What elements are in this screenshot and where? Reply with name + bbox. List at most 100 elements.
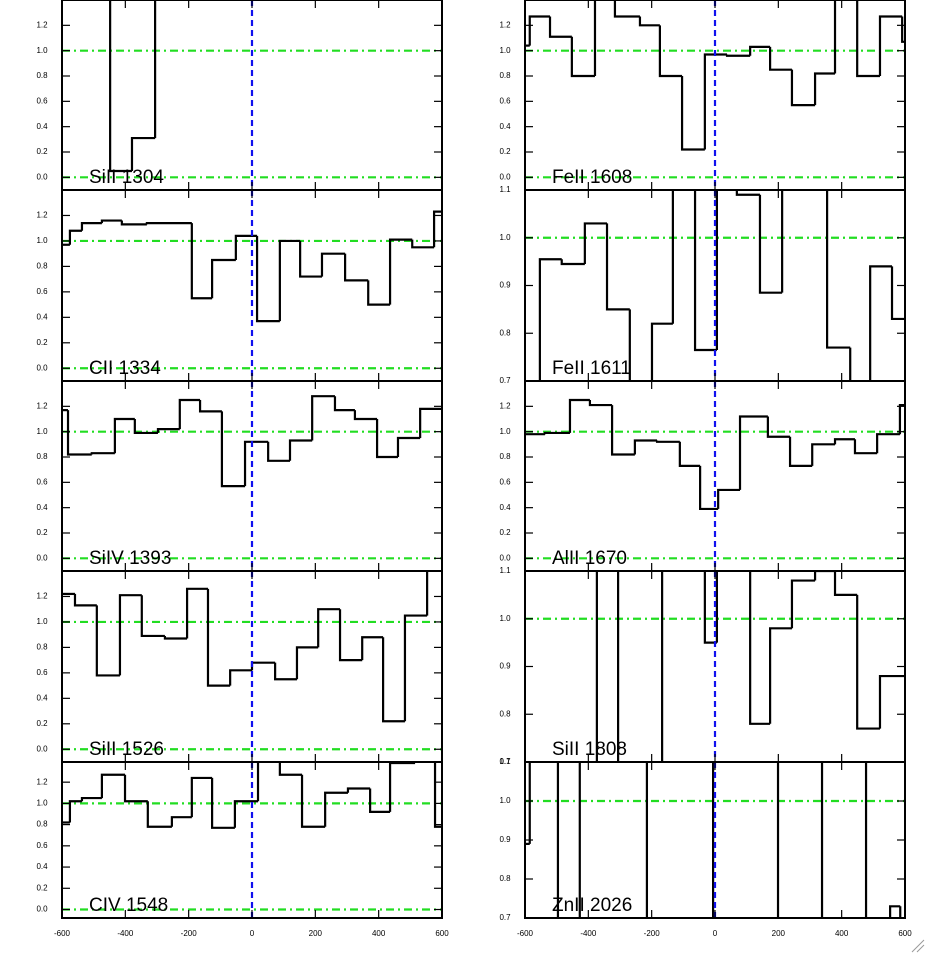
y-tick-label: 0.6 <box>36 96 48 105</box>
y-tick-label: 0.2 <box>36 719 48 728</box>
y-tick-label: 0.8 <box>36 262 48 271</box>
step-bin <box>100 773 126 799</box>
step-bin <box>790 69 816 107</box>
step-bin <box>338 609 363 662</box>
step-bin <box>833 571 858 596</box>
x-tick-label: 200 <box>309 929 323 938</box>
x-tick-label: 0 <box>713 929 718 938</box>
y-tick-label: 0.2 <box>36 528 48 537</box>
step-bin <box>735 190 760 196</box>
step-bin <box>375 419 398 459</box>
y-tick-label: 1.0 <box>499 796 511 805</box>
y-tick-label: 1.0 <box>499 614 511 623</box>
step-bin <box>548 16 572 38</box>
step-bin <box>243 440 269 487</box>
step-bin <box>738 415 768 490</box>
y-tick-label: 0.2 <box>499 147 511 156</box>
step-bin <box>100 219 122 224</box>
step-bin <box>658 25 683 78</box>
step-bin <box>361 636 384 661</box>
step-bin <box>650 322 673 381</box>
step-bin <box>73 593 97 607</box>
y-tick-label: 0.4 <box>499 503 511 512</box>
step-bin <box>543 431 570 435</box>
step-bin <box>655 440 680 443</box>
y-tick-label: 0.0 <box>499 172 511 181</box>
step-bin <box>411 239 435 249</box>
step-bin <box>678 441 701 467</box>
step-bin <box>869 265 893 381</box>
step-bin <box>833 0 837 74</box>
step-bin <box>118 594 142 676</box>
step-bin <box>133 419 158 435</box>
y-tick-label: 0.6 <box>36 477 48 486</box>
resize-grip <box>911 939 925 953</box>
step-bin <box>317 608 341 648</box>
panel: 0.0 0.2 0.4 0.6 0.8 1.0 1.2 AlII 1670 <box>499 380 906 572</box>
step-bin <box>90 452 115 455</box>
step-bin <box>80 796 102 802</box>
step-bin <box>109 0 132 173</box>
y-tick-label: 0.8 <box>36 820 48 829</box>
step-bin <box>568 398 590 433</box>
step-bin <box>645 762 649 918</box>
y-tick-label: 0.4 <box>499 122 511 131</box>
y-tick-label: 1.2 <box>36 20 48 29</box>
step-bin <box>556 762 560 918</box>
line-label: FeII 1608 <box>552 167 632 188</box>
step-bin <box>878 674 905 729</box>
step-bin <box>433 762 442 828</box>
step-bin <box>229 669 252 686</box>
step-bin <box>220 411 246 488</box>
line-label: FeII 1611 <box>552 358 631 379</box>
step-bin <box>593 0 597 76</box>
step-bin <box>178 398 201 430</box>
step-bin <box>300 774 326 828</box>
step-bin <box>588 400 613 407</box>
step-bin <box>680 76 705 151</box>
step-bin <box>267 441 290 462</box>
y-tick-label: 0.2 <box>499 528 511 537</box>
y-tick-label: 0.4 <box>36 693 48 702</box>
step-bin <box>346 787 371 793</box>
step-bin <box>367 280 391 306</box>
y-tick-label: 0.8 <box>499 71 511 80</box>
step-bin <box>95 605 120 677</box>
y-tick-label: 1.2 <box>499 401 511 410</box>
step-bin <box>198 400 222 413</box>
y-tick-label: 0.6 <box>499 477 511 486</box>
step-bin <box>749 571 771 725</box>
y-tick-label: 0.8 <box>36 71 48 80</box>
panel: 0.0 0.2 0.4 0.6 0.8 1.0 1.2 FeII 1608 <box>499 0 906 191</box>
plot-area <box>525 762 905 918</box>
x-tick-label: 600 <box>898 929 912 938</box>
step-bin <box>206 588 231 687</box>
y-tick-label: 0.0 <box>36 553 48 562</box>
y-tick-label: 1.1 <box>499 757 511 766</box>
step-bin <box>190 223 213 300</box>
line-label: SiIV 1393 <box>89 548 171 569</box>
step-bin <box>811 443 836 466</box>
step-bin <box>320 252 346 277</box>
step-bin <box>717 488 741 509</box>
y-tick-label: 0.2 <box>36 338 48 347</box>
step-bin <box>278 239 301 322</box>
y-tick-label: 1.1 <box>499 185 511 194</box>
panel: 0.0 0.2 0.4 0.6 0.8 1.0 1.2 SiII 1304 <box>36 0 443 191</box>
step-bin <box>693 190 717 352</box>
step-bin <box>864 762 868 918</box>
plot-area <box>62 190 442 381</box>
step-bin <box>820 762 824 918</box>
y-tick-label: 1.0 <box>36 46 48 55</box>
x-tick-label: -400 <box>580 929 597 938</box>
y-tick-label: 0.8 <box>499 452 511 461</box>
y-tick-label: 0.4 <box>36 122 48 131</box>
step-bin <box>769 46 792 71</box>
step-bin <box>311 395 335 441</box>
plot-area <box>62 381 442 571</box>
step-bin <box>889 905 901 918</box>
y-tick-label: 0.6 <box>36 668 48 677</box>
y-tick-label: 0.8 <box>36 452 48 461</box>
panel-frame <box>524 761 906 919</box>
step-bin <box>388 762 416 812</box>
